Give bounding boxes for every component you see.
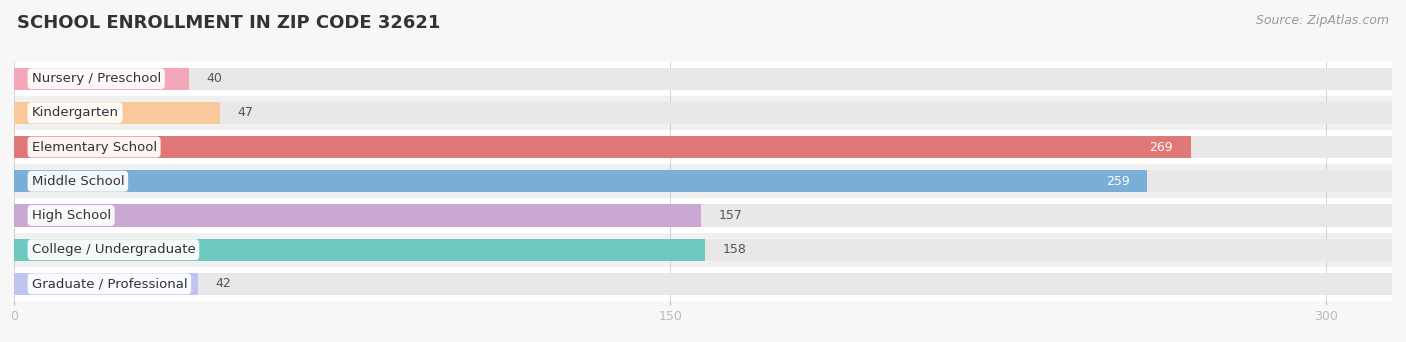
Text: High School: High School <box>31 209 111 222</box>
Bar <box>14 205 1392 227</box>
Bar <box>14 68 1392 90</box>
Text: Middle School: Middle School <box>31 175 124 188</box>
Bar <box>14 205 700 227</box>
Bar <box>14 102 219 124</box>
Text: 47: 47 <box>238 106 253 119</box>
Text: 269: 269 <box>1150 141 1173 154</box>
Text: 157: 157 <box>718 209 742 222</box>
Bar <box>14 170 1147 192</box>
Text: Elementary School: Elementary School <box>31 141 156 154</box>
Text: College / Undergraduate: College / Undergraduate <box>31 243 195 256</box>
Bar <box>14 233 1392 267</box>
Bar <box>14 136 1191 158</box>
Bar <box>14 239 706 261</box>
Text: Graduate / Professional: Graduate / Professional <box>31 277 187 290</box>
Text: 40: 40 <box>207 72 222 85</box>
Bar <box>14 267 1392 301</box>
Bar <box>14 273 198 295</box>
Bar <box>14 164 1392 198</box>
Bar <box>14 170 1392 192</box>
Text: Nursery / Preschool: Nursery / Preschool <box>31 72 160 85</box>
Text: 158: 158 <box>723 243 747 256</box>
Bar <box>14 96 1392 130</box>
Bar <box>14 136 1392 158</box>
Bar <box>14 102 1392 124</box>
Text: 42: 42 <box>215 277 231 290</box>
Text: 259: 259 <box>1105 175 1129 188</box>
Bar <box>14 130 1392 164</box>
Bar <box>14 198 1392 233</box>
Bar <box>14 62 1392 96</box>
Bar <box>14 239 1392 261</box>
Bar <box>14 273 1392 295</box>
Text: SCHOOL ENROLLMENT IN ZIP CODE 32621: SCHOOL ENROLLMENT IN ZIP CODE 32621 <box>17 14 440 32</box>
Text: Source: ZipAtlas.com: Source: ZipAtlas.com <box>1256 14 1389 27</box>
Bar <box>14 68 188 90</box>
Text: Kindergarten: Kindergarten <box>31 106 118 119</box>
